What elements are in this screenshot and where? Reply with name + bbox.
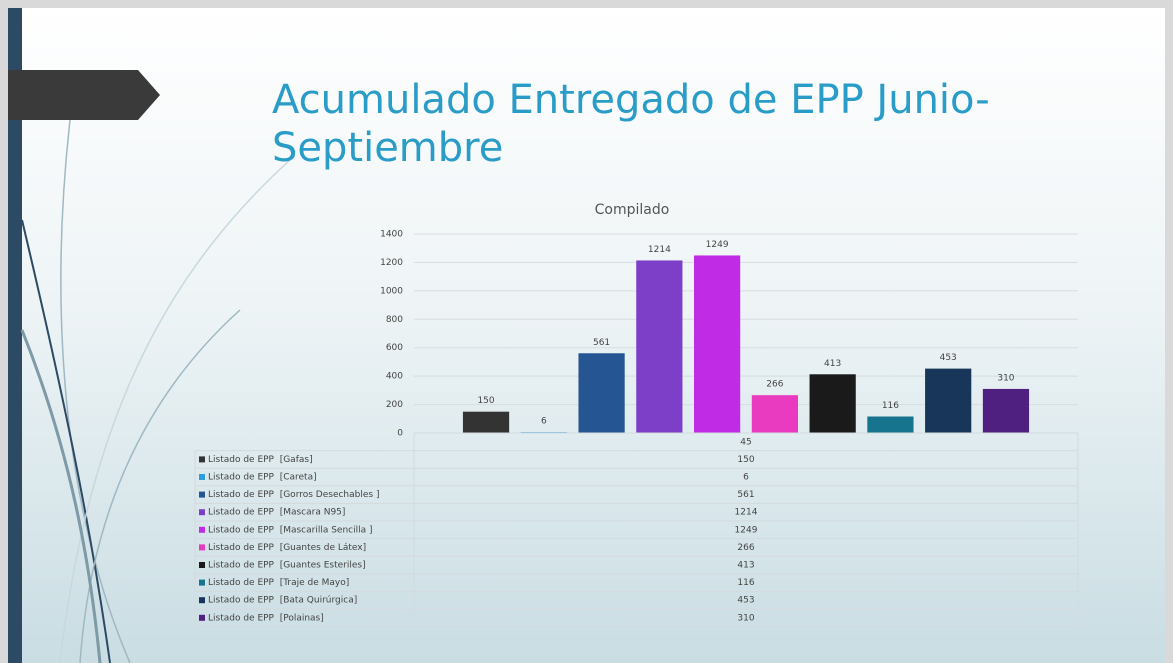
bar xyxy=(694,255,740,433)
bar xyxy=(463,412,509,433)
legend-key xyxy=(199,527,205,533)
legend-entry: Listado de EPP [Gorros Desechables ] xyxy=(208,490,379,500)
table-value: 413 xyxy=(737,561,754,571)
legend-key xyxy=(199,456,205,462)
legend-key xyxy=(199,509,205,515)
y-tick-label: 1400 xyxy=(380,230,403,240)
arrow-shape xyxy=(8,70,160,120)
slide: Acumulado Entregado de EPP Junio-Septiem… xyxy=(0,0,1173,663)
legend-entry: Listado de EPP [Polainas] xyxy=(208,613,324,623)
legend-key xyxy=(199,562,205,568)
legend-key xyxy=(199,597,205,603)
data-label: 310 xyxy=(997,373,1014,383)
bar xyxy=(925,369,971,433)
table-value: 453 xyxy=(737,596,754,606)
y-tick-label: 600 xyxy=(386,343,403,353)
legend-entry: Listado de EPP [Mascara N95] xyxy=(208,508,345,518)
legend-entry: Listado de EPP [Bata Quirúrgica] xyxy=(208,596,357,606)
bar xyxy=(636,260,682,433)
legend-entry: Listado de EPP [Guantes Esteriles] xyxy=(208,561,366,571)
legend-key xyxy=(199,474,205,480)
table-value: 150 xyxy=(737,455,754,465)
data-label: 1249 xyxy=(706,240,729,250)
table-value: 1249 xyxy=(735,525,758,535)
legend-key xyxy=(199,615,205,621)
data-label: 116 xyxy=(882,401,899,411)
data-label: 413 xyxy=(824,359,841,369)
legend-entry: Listado de EPP [Careta] xyxy=(208,473,317,483)
y-tick-label: 200 xyxy=(386,400,403,410)
data-label: 1214 xyxy=(648,245,671,255)
data-label: 453 xyxy=(940,353,957,363)
y-tick-label: 1000 xyxy=(380,286,403,296)
table-value: 310 xyxy=(737,613,754,623)
bar xyxy=(752,395,798,433)
legend-entry: Listado de EPP [Gafas] xyxy=(208,455,313,465)
legend-key xyxy=(199,544,205,550)
y-tick-label: 400 xyxy=(386,372,403,382)
chart: Acumulado Entregado de EPP Junio-Septiem… xyxy=(0,0,1173,663)
data-label: 266 xyxy=(766,380,783,390)
table-value: 561 xyxy=(737,490,754,500)
legend-key xyxy=(199,580,205,586)
bar xyxy=(578,353,624,433)
y-tick-label: 800 xyxy=(386,315,403,325)
legend-entry: Listado de EPP [Mascarilla Sencilla ] xyxy=(208,525,373,535)
legend-key xyxy=(199,492,205,498)
data-label: 6 xyxy=(541,417,547,427)
bar xyxy=(810,374,856,433)
bar xyxy=(867,417,913,433)
table-value: 6 xyxy=(743,473,749,483)
table-value: 116 xyxy=(737,578,754,588)
bar xyxy=(983,389,1029,433)
chart-title: Compilado xyxy=(595,202,670,218)
data-label: 561 xyxy=(593,338,610,348)
legend-entry: Listado de EPP [Guantes de Látex] xyxy=(208,543,366,553)
x-tick-label: 45 xyxy=(740,437,751,447)
table-value: 1214 xyxy=(735,508,758,518)
table-value: 266 xyxy=(737,543,754,553)
data-label: 150 xyxy=(477,396,494,406)
y-tick-label: 1200 xyxy=(380,258,403,268)
legend-entry: Listado de EPP [Traje de Mayo] xyxy=(208,578,349,588)
y-tick-label: 0 xyxy=(397,429,403,439)
